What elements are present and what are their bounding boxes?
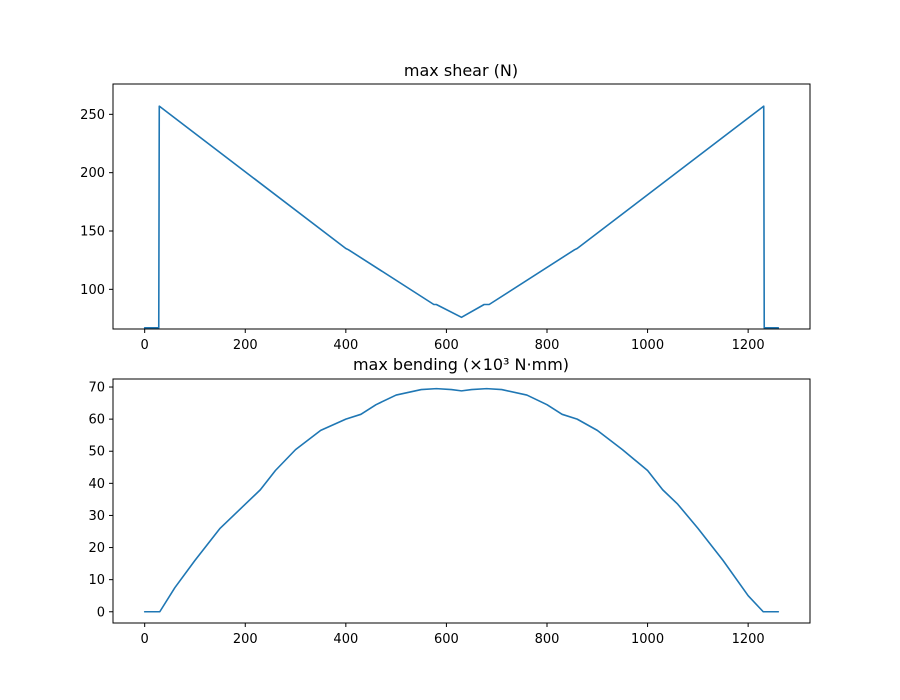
bending-axes-frame	[112, 378, 811, 624]
shear-x-tick-label: 200	[233, 338, 258, 353]
bending-chart-title: max bending (×10³ N·mm)	[353, 355, 569, 374]
shear-axes-frame	[112, 83, 811, 330]
bending-x-tick-label: 1000	[631, 632, 664, 647]
shear-y-tick-label: 250	[80, 108, 105, 123]
bending-x-tick-label: 600	[434, 632, 459, 647]
bending-series-line-0	[143, 387, 780, 613]
bending-x-tick-label: 400	[333, 632, 358, 647]
shear-series-line-0	[143, 105, 780, 329]
bending-y-tick-label: 70	[88, 381, 105, 396]
shear-chart-panel: max shear (N) 0 200 400 600 800 1000 1200 100 15…	[80, 61, 811, 353]
shear-x-tick-label: 1000	[631, 338, 664, 353]
bending-y-tick-label: 20	[88, 541, 105, 556]
bending-y-tick-label: 40	[88, 477, 105, 492]
shear-x-tick-label: 600	[434, 338, 459, 353]
bending-y-tick-label: 60	[88, 413, 105, 428]
shear-y-tick-label: 150	[80, 225, 105, 240]
bending-y-tick-label: 10	[88, 573, 105, 588]
shear-x-tick-label: 1200	[732, 338, 765, 353]
bending-y-tick-label: 0	[97, 605, 105, 620]
shear-y-tick-label: 200	[80, 166, 105, 181]
bending-x-tick-label: 0	[141, 632, 149, 647]
bending-x-tick-label: 200	[233, 632, 258, 647]
bending-chart-panel: max bending (×10³ N·mm) 0 200 400 600 800 100…	[88, 355, 811, 647]
bending-x-tick-label: 800	[535, 632, 560, 647]
shear-chart-title: max shear (N)	[404, 61, 518, 80]
shear-x-tick-label: 400	[333, 338, 358, 353]
shear-x-tick-label: 800	[535, 338, 560, 353]
bending-y-tick-label: 30	[88, 509, 105, 524]
shear-y-tick-label: 100	[80, 283, 105, 298]
bending-x-tick-label: 1200	[732, 632, 765, 647]
shear-x-tick-label: 0	[141, 338, 149, 353]
bending-y-tick-label: 50	[88, 445, 105, 460]
